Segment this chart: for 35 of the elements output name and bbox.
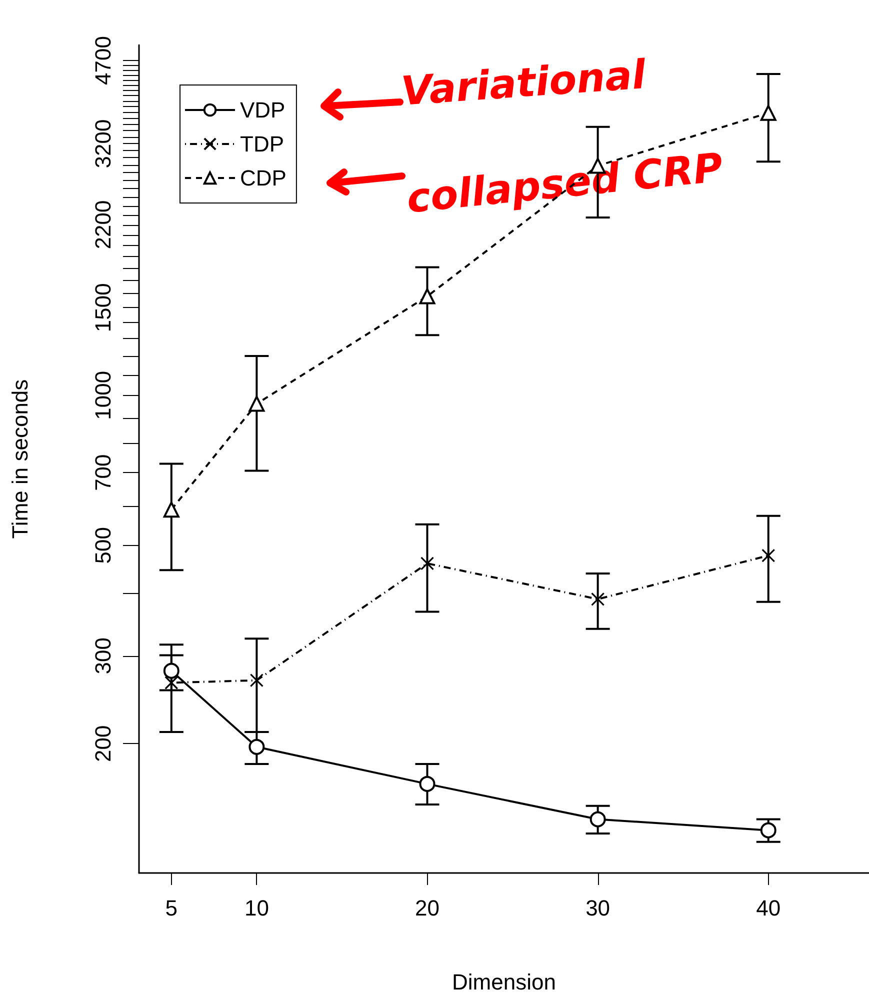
point xyxy=(164,676,178,690)
point xyxy=(420,556,434,570)
x-tick-label: 30 xyxy=(586,896,610,920)
annotation: Variational xyxy=(400,52,648,116)
y-tick-label: 1500 xyxy=(90,283,116,332)
point xyxy=(163,662,180,679)
y-tick-label: 1000 xyxy=(90,370,116,420)
y-tick-label: 2200 xyxy=(90,200,116,250)
x-tick-label: 20 xyxy=(415,896,440,920)
point xyxy=(591,592,605,606)
point xyxy=(760,822,776,838)
y-axis-title: Time in seconds xyxy=(8,379,32,539)
point xyxy=(248,738,265,755)
y-tick-label: 4700 xyxy=(90,36,116,86)
legend-label: CDP xyxy=(240,166,286,190)
point xyxy=(163,502,180,518)
point xyxy=(760,104,776,121)
point xyxy=(250,674,264,688)
y-tick-label: 200 xyxy=(90,725,116,762)
point xyxy=(419,776,436,792)
y-tick-label: 300 xyxy=(90,638,116,674)
x-tick-label: 40 xyxy=(756,896,781,920)
y-tick-label: 3200 xyxy=(90,119,116,168)
point xyxy=(248,396,265,412)
x-tick-label: 5 xyxy=(165,896,178,920)
x-tick-label: 10 xyxy=(244,896,269,920)
x-axis-title: Dimension xyxy=(452,970,556,994)
annotation: collapsed CRP xyxy=(404,144,725,222)
point xyxy=(762,548,776,562)
point xyxy=(590,811,606,828)
point xyxy=(419,288,436,304)
legend-label: TDP xyxy=(240,132,284,156)
y-tick-label: 500 xyxy=(90,527,116,564)
legend-label: VDP xyxy=(240,98,286,122)
y-tick-label: 700 xyxy=(90,454,116,491)
